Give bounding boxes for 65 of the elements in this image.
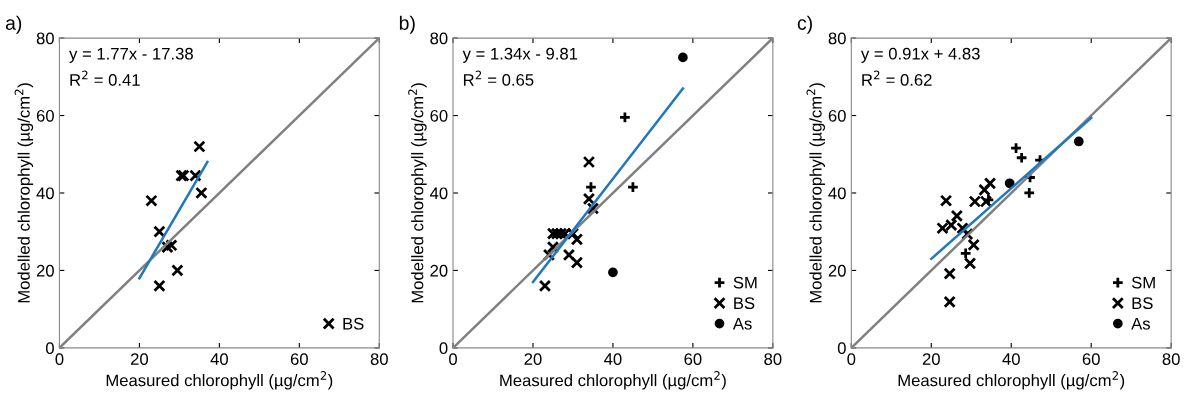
- annotation: y = 1.77x - 17.38: [69, 47, 193, 63]
- x-tick-label: 40: [210, 353, 228, 365]
- annotation: R$^{2}$ = 0.41: [70, 70, 140, 86]
- chart-title: b): [399, 15, 415, 34]
- x-tick-label: 80: [370, 353, 388, 365]
- y-tick-label: 60: [430, 109, 448, 122]
- y-tick-label: 40: [429, 187, 448, 200]
- x-tick-label: 80: [1162, 353, 1180, 365]
- point: [193, 140, 206, 153]
- x-tick-label: 60: [1082, 353, 1100, 365]
- point: [582, 155, 596, 169]
- annotation: y = 1.34x - 9.81: [462, 47, 578, 63]
- y-tick-label: 20: [828, 264, 846, 277]
- x-tick-label: 20: [922, 353, 940, 365]
- y-axis-title: Modelled chlorophyll (µg/cm$^{2}$): [408, 83, 427, 303]
- point: [145, 194, 158, 207]
- y-tick-label: 0: [45, 342, 54, 355]
- chart-title: a): [5, 15, 22, 34]
- legend-label: SM: [733, 276, 757, 289]
- x-tick-label: 0: [847, 353, 856, 365]
- point: [584, 180, 598, 194]
- x-tick-label: 0: [55, 353, 64, 365]
- x-tick-label: 40: [1002, 353, 1020, 365]
- x-axis-title: Measured chlorophyll (µg/cm$^{2}$): [106, 371, 333, 390]
- y-axis-title: Modelled chlorophyll (µg/cm$^{2}$): [806, 83, 825, 303]
- point: [678, 52, 688, 63]
- point: [538, 279, 552, 293]
- point: [582, 192, 596, 206]
- x-tick-label: 60: [684, 353, 702, 365]
- legend-label: BS: [734, 297, 755, 310]
- x-tick-label: 60: [290, 353, 308, 365]
- point: [562, 248, 576, 262]
- point: [153, 225, 166, 238]
- y-tick-label: 0: [439, 342, 448, 355]
- point: [618, 111, 632, 124]
- x-tick-label: 40: [604, 353, 622, 365]
- point: [608, 267, 618, 278]
- y-tick-label: 80: [828, 32, 846, 45]
- y-axis-title: Modelled chlorophyll (µg/cm$^{2}$): [14, 83, 34, 303]
- y-tick-label: 60: [36, 109, 54, 122]
- point: [570, 256, 584, 269]
- point: [171, 264, 184, 277]
- y-tick-label: 80: [430, 32, 448, 45]
- y-tick-label: 20: [36, 264, 54, 277]
- x-tick-label: 80: [764, 353, 782, 365]
- legend-label: As: [732, 317, 752, 330]
- y-tick-label: 80: [36, 32, 54, 45]
- y-tick-label: 40: [36, 187, 54, 200]
- point: [153, 279, 166, 293]
- x-tick-label: 0: [449, 353, 457, 365]
- y-tick-label: 60: [828, 109, 846, 122]
- x-axis-title: Measured chlorophyll (µg/cm$^{2}$): [500, 371, 726, 390]
- y-tick-label: 0: [837, 342, 846, 355]
- point: [570, 233, 584, 246]
- chart-title: c): [797, 15, 812, 34]
- x-tick-label: 20: [130, 353, 149, 365]
- legend-label: BS: [343, 317, 364, 330]
- y-tick-label: 20: [430, 264, 448, 277]
- point: [546, 240, 560, 254]
- x-axis-title: Measured chlorophyll (µg/cm$^{2}$): [898, 371, 1125, 390]
- point: [195, 186, 208, 200]
- point: [626, 180, 640, 194]
- y-tick-label: 40: [828, 187, 846, 200]
- x-tick-label: 20: [524, 353, 542, 365]
- annotation: R$^{2}$ = 0.65: [463, 70, 534, 86]
